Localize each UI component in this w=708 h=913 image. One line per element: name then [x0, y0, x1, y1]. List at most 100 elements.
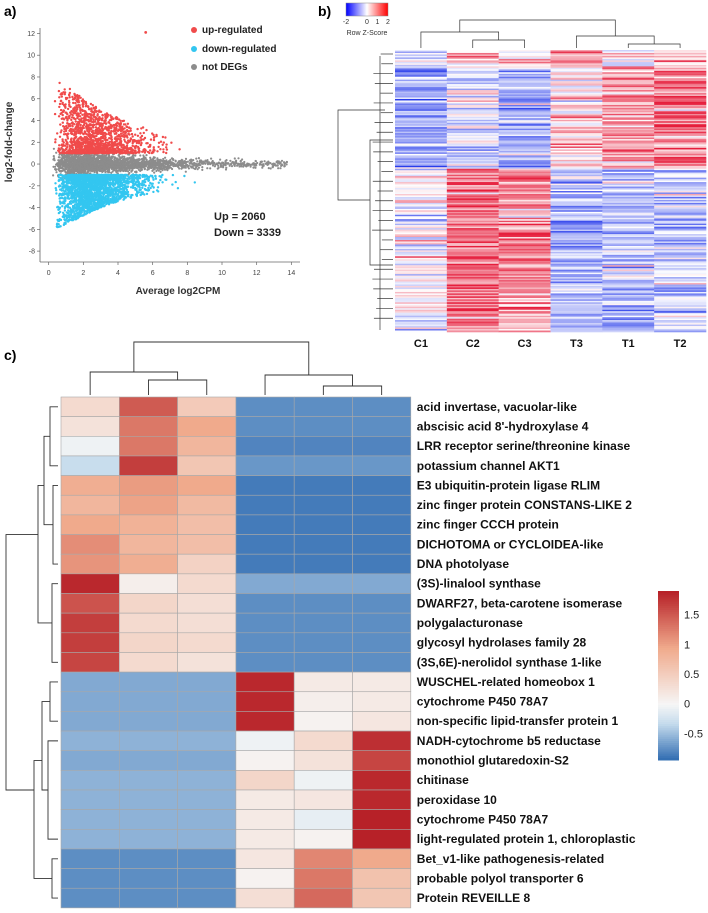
- point-not-deg: [199, 159, 203, 162]
- point-not-deg: [103, 157, 106, 160]
- point-up-regulated: [117, 137, 120, 140]
- point-up-regulated: [117, 145, 120, 148]
- point-up-regulated: [58, 151, 62, 155]
- point-up-regulated: [61, 138, 64, 141]
- point-not-deg: [115, 158, 119, 161]
- point-up-regulated: [112, 151, 116, 154]
- point-up-regulated: [117, 128, 121, 131]
- point-up-regulated: [114, 143, 118, 146]
- point-not-deg: [104, 162, 107, 165]
- point-up-regulated: [139, 132, 142, 135]
- point-up-regulated: [63, 144, 67, 147]
- point-not-deg: [235, 159, 238, 162]
- point-up-regulated: [119, 138, 122, 141]
- point-not-deg: [101, 170, 104, 173]
- point-up-regulated: [101, 113, 104, 117]
- point-up-regulated: [104, 141, 108, 144]
- point-not-deg: [195, 157, 198, 160]
- point-up-regulated: [129, 127, 132, 130]
- point-up-regulated: [156, 150, 159, 153]
- point-not-deg: [52, 147, 56, 150]
- point-not-deg: [272, 162, 275, 165]
- point-not-deg: [125, 161, 129, 165]
- point-not-deg: [59, 162, 62, 165]
- point-up-regulated: [74, 132, 78, 135]
- point-up-regulated: [105, 143, 108, 147]
- point-up-regulated: [60, 146, 63, 150]
- point-up-regulated: [102, 133, 105, 136]
- point-up-regulated: [70, 137, 73, 140]
- point-up-regulated: [77, 129, 80, 133]
- point-up-regulated: [91, 121, 95, 124]
- point-not-deg: [65, 156, 68, 159]
- point-up-regulated: [77, 99, 80, 102]
- point-up-regulated: [110, 150, 113, 153]
- point-not-deg: [163, 161, 166, 164]
- point-up-regulated: [145, 128, 148, 132]
- point-up-regulated: [84, 125, 88, 128]
- point-up-regulated: [161, 135, 165, 139]
- point-not-deg: [143, 167, 146, 170]
- point-not-deg: [227, 162, 230, 165]
- point-up-regulated: [124, 132, 127, 135]
- point-up-regulated: [178, 148, 181, 151]
- point-not-deg: [217, 164, 220, 167]
- point-up-regulated: [97, 120, 100, 124]
- panel-label-b: b): [318, 3, 331, 19]
- point-up-regulated: [165, 143, 168, 146]
- point-up-regulated: [91, 111, 94, 114]
- point-not-deg: [142, 165, 145, 168]
- point-not-deg: [83, 159, 87, 162]
- point-not-deg: [213, 165, 216, 168]
- point-not-deg: [96, 171, 99, 175]
- point-not-deg: [90, 154, 93, 157]
- point-not-deg: [229, 159, 232, 162]
- point-not-deg: [186, 165, 189, 168]
- point-up-regulated: [126, 122, 130, 126]
- point-not-deg: [173, 163, 176, 166]
- point-up-regulated: [71, 95, 74, 99]
- point-up-regulated: [58, 144, 61, 147]
- point-not-deg: [243, 160, 246, 164]
- point-not-deg: [90, 168, 93, 171]
- point-not-deg: [113, 165, 116, 168]
- point-up-regulated: [66, 119, 69, 122]
- point-up-regulated: [83, 121, 86, 125]
- point-not-deg: [97, 164, 100, 168]
- point-not-deg: [92, 162, 96, 165]
- point-up-regulated: [82, 116, 86, 120]
- point-not-deg: [57, 163, 60, 166]
- point-not-deg: [70, 162, 73, 165]
- point-not-deg: [100, 166, 103, 169]
- point-not-deg: [106, 165, 109, 168]
- point-not-deg: [104, 166, 107, 169]
- point-not-deg: [130, 164, 133, 168]
- point-up-regulated: [67, 132, 70, 135]
- point-not-deg: [233, 157, 236, 160]
- point-not-deg: [63, 162, 66, 165]
- point-not-deg: [69, 157, 72, 160]
- point-not-deg: [70, 155, 73, 158]
- point-not-deg: [123, 156, 126, 159]
- point-not-deg: [137, 158, 141, 161]
- point-not-deg: [53, 157, 56, 160]
- point-up-regulated: [79, 111, 82, 115]
- point-not-deg: [73, 165, 76, 168]
- point-not-deg: [167, 162, 170, 165]
- point-up-regulated: [72, 101, 75, 105]
- point-up-regulated: [68, 144, 72, 147]
- point-down-regulated: [63, 209, 67, 212]
- point-not-deg: [111, 155, 114, 158]
- point-up-regulated: [78, 118, 82, 122]
- point-up-regulated: [68, 96, 71, 99]
- point-not-deg: [102, 161, 105, 164]
- point-not-deg: [128, 168, 131, 172]
- point-up-regulated: [125, 144, 129, 147]
- point-up-regulated: [92, 123, 95, 127]
- point-up-regulated: [139, 136, 142, 139]
- point-not-deg: [57, 159, 60, 162]
- ma-points: [52, 31, 288, 229]
- point-up-regulated: [83, 109, 86, 113]
- point-not-deg: [127, 163, 130, 166]
- point-not-deg: [197, 166, 201, 169]
